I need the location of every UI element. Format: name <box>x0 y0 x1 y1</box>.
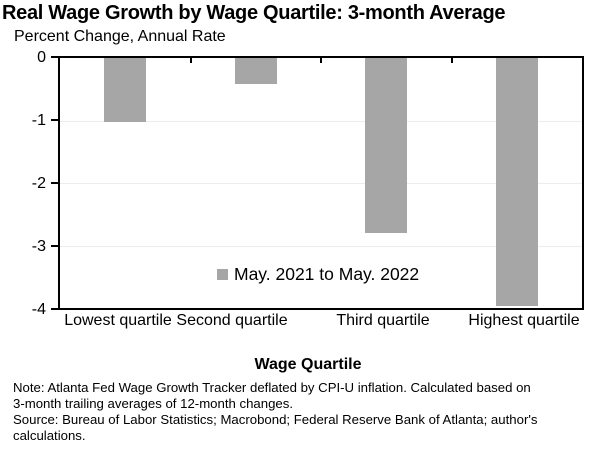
y-axis-tick <box>51 56 58 58</box>
y-axis-tick <box>51 119 58 121</box>
y-axis-tick-label: -3 <box>31 238 46 255</box>
footnote-line: Note: Atlanta Fed Wage Growth Tracker de… <box>13 380 531 395</box>
plot-area: May. 2021 to May. 2022 <box>58 56 584 310</box>
gridline <box>60 246 582 247</box>
footnote-line: calculations. <box>13 428 86 443</box>
y-axis-tick <box>51 182 58 184</box>
y-axis-tick-label: -2 <box>31 175 46 192</box>
chart-title: Real Wage Growth by Wage Quartile: 3-mon… <box>2 2 506 24</box>
gridline <box>60 183 582 184</box>
legend: May. 2021 to May. 2022 <box>217 264 419 285</box>
bar-third-quartile <box>365 58 407 233</box>
chart-subtitle: Percent Change, Annual Rate <box>14 28 226 45</box>
footnote-line: Source: Bureau of Labor Statistics; Macr… <box>13 412 538 427</box>
bar-highest-quartile <box>496 58 538 307</box>
category-tick <box>451 58 453 63</box>
footnote: Note: Atlanta Fed Wage Growth Tracker de… <box>13 380 598 444</box>
x-axis-label-lowest-quartile: Lowest quartile <box>64 312 172 329</box>
legend-label: May. 2021 to May. 2022 <box>234 264 420 284</box>
x-axis-label-third-quartile: Third quartile <box>336 312 430 329</box>
footnote-line: 3-month trailing averages of 12-month ch… <box>13 396 294 411</box>
y-axis-tick <box>51 245 58 247</box>
category-tick <box>190 58 192 63</box>
x-axis-label-highest-quartile: Highest quartile <box>468 312 580 329</box>
gridline <box>60 121 582 122</box>
category-tick <box>320 58 322 63</box>
legend-swatch-icon <box>217 269 228 280</box>
y-axis-tick-label: -4 <box>31 301 46 318</box>
x-axis-labels: Lowest quartile Second quartile Third quar… <box>0 312 601 332</box>
bar-second-quartile <box>235 58 277 84</box>
x-axis-label-second-quartile: Second quartile <box>176 312 288 329</box>
x-axis-title: Wage Quartile <box>254 356 362 373</box>
y-axis-tick-label: -1 <box>31 112 46 129</box>
bar-lowest-quartile <box>104 58 146 122</box>
y-axis-tick-label: 0 <box>37 49 46 66</box>
y-axis-tick <box>51 308 58 310</box>
